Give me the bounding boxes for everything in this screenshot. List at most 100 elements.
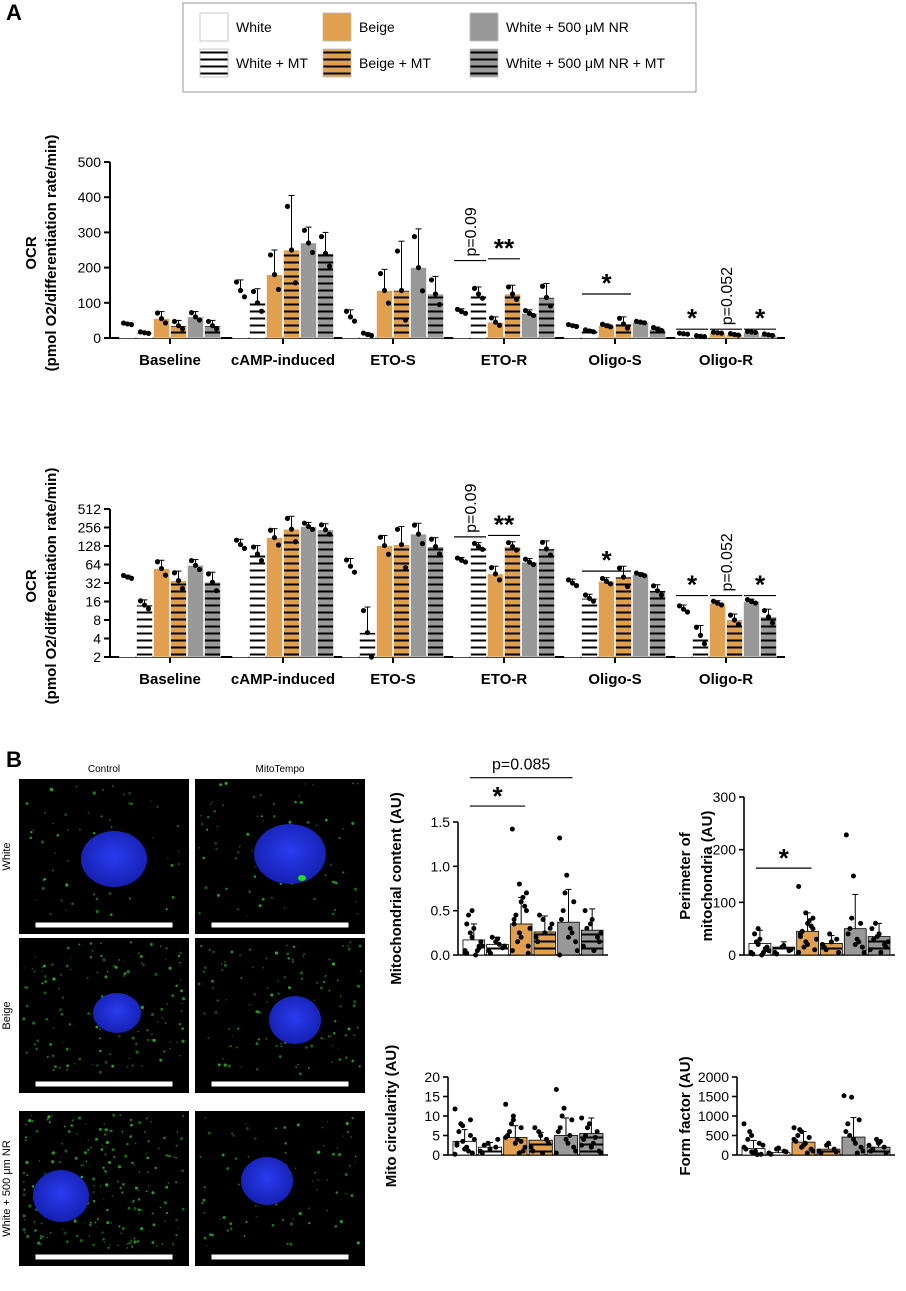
- mitochondria-dot: [203, 1186, 206, 1189]
- data-point: [509, 544, 516, 550]
- mitochondria-dot: [167, 1182, 170, 1185]
- mitochondria-dot: [168, 1154, 172, 1158]
- data-point: [462, 559, 469, 565]
- data-point: [693, 624, 700, 630]
- data-point: [347, 563, 354, 569]
- mitochondria-dot: [207, 1131, 211, 1135]
- data-point: [571, 899, 577, 905]
- mitochondria-dot: [176, 825, 179, 828]
- mitochondria-dot: [111, 785, 114, 788]
- y-axis-title: Form factor (AU): [677, 1056, 694, 1175]
- data-point: [137, 329, 144, 335]
- mitochondria-dot: [326, 1179, 329, 1181]
- mitochondria-dot: [49, 912, 52, 916]
- mitochondria-dot: [181, 1039, 185, 1043]
- data-point: [522, 903, 528, 909]
- mitochondria-dot: [150, 1120, 153, 1123]
- mitochondria-dot: [138, 1212, 141, 1215]
- data-point: [507, 1129, 513, 1135]
- data-point: [466, 912, 472, 918]
- mitochondria-dot: [163, 1136, 166, 1140]
- bar: [487, 573, 504, 658]
- data-point: [859, 944, 865, 950]
- mitochondria-dot: [359, 970, 362, 973]
- mitochondria-dot: [96, 1064, 99, 1067]
- mitochondria-dot: [133, 1237, 136, 1240]
- mitochondria-dot: [171, 994, 175, 998]
- data-point: [481, 1142, 487, 1148]
- data-point: [175, 578, 182, 584]
- mitochondria-dot: [222, 1058, 224, 1060]
- mitochondria-dot: [354, 1155, 357, 1158]
- data-point: [288, 526, 295, 532]
- mitochondria-dot: [94, 1221, 97, 1224]
- significance-star: *: [755, 303, 766, 333]
- data-point: [761, 331, 768, 337]
- data-point: [145, 606, 152, 612]
- y-tick-label: 0: [728, 947, 736, 963]
- mitochondria-dot: [118, 1225, 121, 1228]
- data-point: [512, 1140, 518, 1146]
- data-point: [525, 950, 531, 956]
- data-point: [394, 526, 401, 532]
- mitochondria-dot: [288, 820, 292, 824]
- data-point: [565, 577, 572, 583]
- data-point: [162, 572, 169, 578]
- data-point: [454, 306, 461, 312]
- mitochondria-dot: [175, 1234, 178, 1237]
- data-point: [522, 556, 529, 562]
- data-point: [731, 617, 738, 623]
- mitochondria-dot: [31, 1185, 35, 1188]
- data-point: [624, 325, 631, 331]
- mitochondria-dot: [299, 800, 304, 805]
- mitochondria-dot: [95, 910, 99, 914]
- mitochondria-dot: [135, 1050, 139, 1054]
- mitochondria-dot: [180, 1137, 184, 1141]
- mitochondria-dot: [356, 1241, 360, 1245]
- mitochondria-dot: [345, 1192, 347, 1195]
- mitochondria-dot: [22, 1193, 26, 1196]
- mitochondria-dot: [355, 985, 358, 987]
- data-point: [322, 527, 329, 533]
- data-point: [452, 1106, 458, 1112]
- mitochondria-dot: [121, 1191, 124, 1194]
- mitochondria-dot: [94, 1137, 99, 1141]
- mitochondria-dot: [331, 1061, 333, 1063]
- data-point: [826, 1140, 831, 1146]
- y-tick-label: 5: [432, 1128, 440, 1144]
- mitochondria-dot: [102, 958, 106, 962]
- data-point: [188, 558, 195, 564]
- mitochondria-dot: [122, 1182, 125, 1186]
- data-point: [301, 227, 308, 233]
- data-point: [854, 1150, 860, 1156]
- data-point: [594, 934, 600, 940]
- mitochondria-dot: [66, 946, 70, 950]
- data-point: [523, 890, 529, 896]
- mitochondria-dot: [206, 1245, 208, 1247]
- data-point: [241, 545, 248, 551]
- mitochondria-dot: [140, 1208, 143, 1212]
- mitochondria-dot: [214, 1010, 218, 1015]
- mitochondria-dot: [175, 1181, 178, 1184]
- mitochondria-dot: [145, 1190, 148, 1193]
- data-point: [171, 318, 178, 325]
- scale-bar: [210, 921, 350, 929]
- y-axis-subtitle: (pmol O2/differentiation rate/min): [43, 468, 60, 705]
- mitochondria-dot: [252, 795, 256, 799]
- mitochondria-dot: [132, 1201, 134, 1204]
- data-point: [758, 1151, 764, 1157]
- bar: [187, 565, 204, 658]
- data-point: [493, 1144, 499, 1150]
- mitochondria-dot: [200, 814, 202, 817]
- data-point: [503, 1134, 509, 1140]
- data-point: [469, 1150, 475, 1156]
- data-point: [553, 1150, 559, 1156]
- mitochondria-dot: [348, 949, 350, 952]
- data-point: [633, 570, 640, 576]
- data-point: [539, 283, 546, 289]
- data-point: [196, 317, 203, 323]
- mitochondria-dot: [307, 1066, 310, 1069]
- data-point: [492, 319, 499, 325]
- mitochondria-dot: [109, 1221, 113, 1224]
- data-point: [561, 1105, 567, 1111]
